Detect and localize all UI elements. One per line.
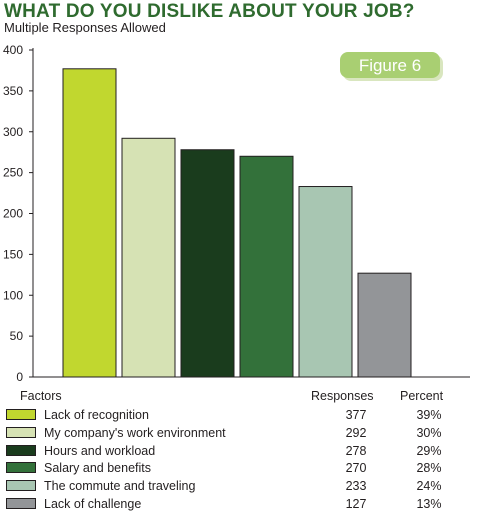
y-tick-label: 300	[3, 125, 23, 139]
legend-factor-label: My company's work environment	[44, 425, 226, 440]
legend-responses-value: 377	[345, 408, 367, 422]
bar	[239, 155, 294, 378]
y-tick-label: 250	[3, 166, 23, 180]
legend-responses-value: 292	[345, 425, 367, 440]
legend-percent-value: 24%	[416, 479, 442, 494]
legend-swatch	[6, 462, 36, 474]
legend-responses-value: 270	[345, 461, 367, 476]
legend-swatch	[6, 444, 36, 456]
legend-row: Lack of challenge 127 13%	[6, 496, 486, 513]
y-tick-label: 400	[3, 43, 23, 57]
legend-responses-value: 233	[345, 479, 367, 494]
legend-row: Hours and workload 278 29%	[6, 443, 486, 460]
bar	[121, 137, 176, 378]
legend-percent-value: 29%	[416, 443, 442, 458]
legend-row: The commute and traveling 233 24%	[6, 478, 486, 495]
y-tick-label: 50	[10, 329, 24, 343]
bar	[298, 186, 353, 378]
legend-swatch	[6, 426, 36, 438]
legend-header-factors: Factors	[20, 389, 62, 403]
bar	[357, 272, 412, 378]
bar-chart: 0 50 100 150 200 250 300 350 400 Figure 6	[3, 43, 470, 384]
legend-percent-value: 30%	[416, 425, 442, 440]
y-tick-label: 0	[16, 370, 23, 384]
y-tick-label: 350	[3, 84, 23, 98]
legend-percent-value: 39%	[416, 408, 442, 422]
bar	[62, 68, 117, 378]
legend-factor-label: Lack of recognition	[44, 408, 149, 422]
legend-factor-label: Salary and benefits	[44, 461, 152, 476]
legend-responses-value: 127	[345, 497, 367, 511]
legend-factor-label: The commute and traveling	[44, 479, 196, 494]
y-tick-label: 150	[3, 247, 23, 261]
figure-badge	[340, 52, 440, 78]
chart-subtitle: Multiple Responses Allowed	[4, 20, 166, 35]
y-tick-label: 200	[3, 207, 23, 221]
figure-badge-label: Figure 6	[359, 56, 421, 75]
legend-percent-value: 13%	[416, 497, 442, 511]
legend-row: Salary and benefits 270 28%	[6, 460, 486, 477]
bar	[180, 149, 235, 378]
legend-row: My company's work environment 292 30%	[6, 425, 486, 442]
legend-responses-value: 278	[345, 443, 367, 458]
legend-swatch	[6, 498, 36, 509]
y-tick-label: 100	[3, 288, 23, 302]
legend-percent-value: 28%	[416, 461, 442, 476]
legend-factor-label: Lack of challenge	[44, 497, 142, 511]
legend-row: Lack of recognition 377 39%	[6, 407, 486, 424]
legend-factor-label: Hours and workload	[44, 443, 156, 458]
chart-title: WHAT DO YOU DISLIKE ABOUT YOUR JOB?	[4, 1, 415, 22]
legend-header-responses: Responses	[311, 389, 374, 403]
legend-swatch	[6, 409, 36, 420]
legend-swatch	[6, 480, 36, 492]
legend-header-percent: Percent	[400, 389, 444, 403]
